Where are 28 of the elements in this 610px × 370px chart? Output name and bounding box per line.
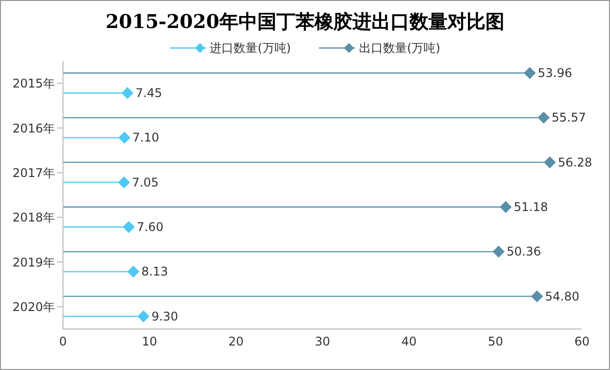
data-label: 7.45 [135,86,162,100]
data-label: 8.13 [141,264,168,279]
x-tick-label: 40 [401,334,417,349]
data-label: 9.30 [151,309,178,324]
data-label: 55.57 [552,110,586,125]
x-tick-label: 20 [228,334,244,349]
data-label: 56.28 [558,155,592,170]
x-tick-label: 60 [574,334,590,349]
data-label: 54.80 [545,289,580,304]
legend-label: 进口数量(万吨) [210,40,291,56]
data-label: 7.05 [132,175,159,190]
data-label: 53.96 [538,66,572,80]
data-label: 7.10 [132,130,160,145]
data-label: 50.36 [506,244,541,259]
x-tick-label: 10 [142,334,158,349]
x-tick-label: 50 [488,334,504,349]
legend-label: 出口数量(万吨) [359,40,440,56]
data-label: 7.60 [136,220,164,234]
data-label: 51.18 [514,200,548,214]
y-tick-label: 2019年 [12,255,55,270]
y-tick-label: 2018年 [12,210,55,225]
y-tick-label: 2016年 [12,121,55,136]
x-tick-label: 30 [314,334,330,349]
y-tick-label: 2020年 [12,300,55,314]
y-tick-label: 2015年 [12,76,55,91]
x-tick-label: 0 [59,334,67,349]
y-tick-label: 2017年 [12,166,55,180]
chart-title: 2015-2020年中国丁苯橡胶进出口数量对比图 [104,10,506,35]
